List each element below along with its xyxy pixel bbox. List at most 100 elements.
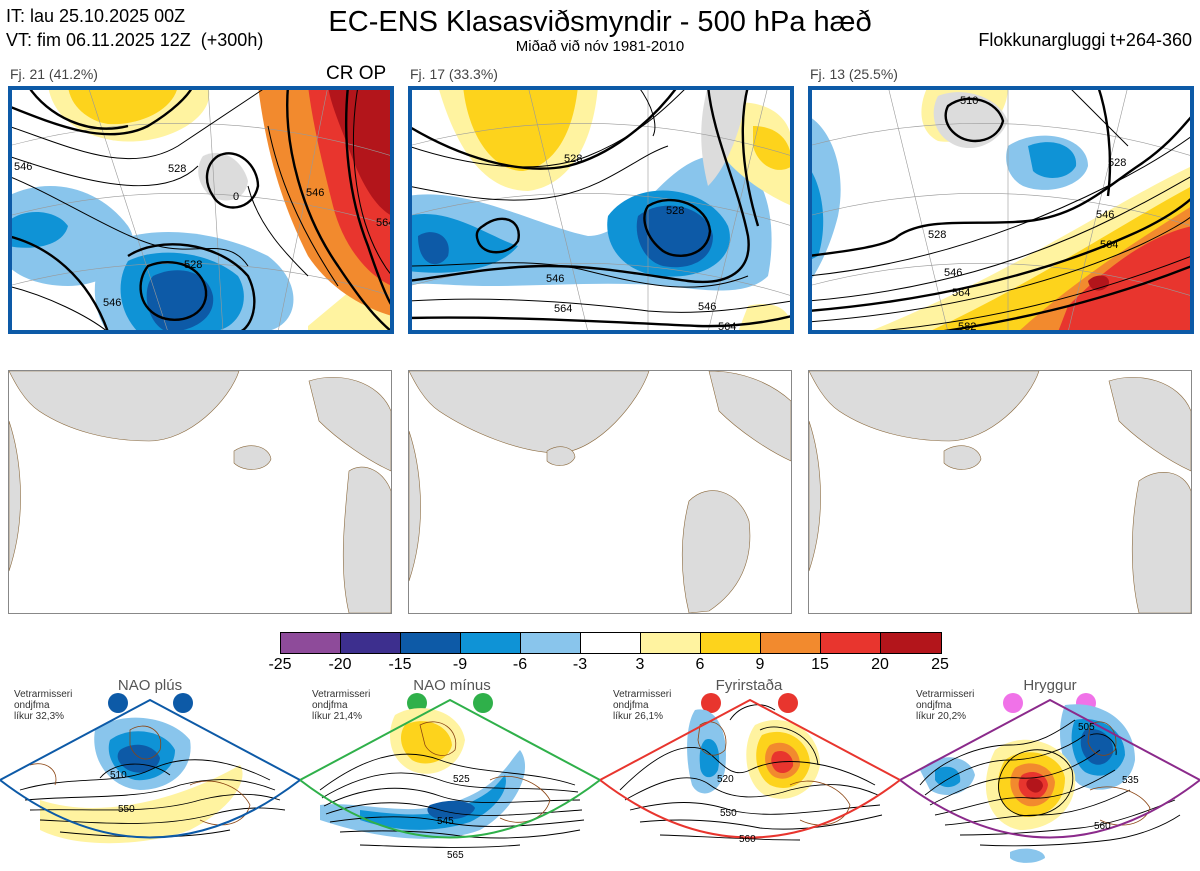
cluster-2-contour-label: 564 (718, 321, 736, 332)
regime-2-title: NAO mínus (413, 677, 491, 694)
cluster-2-label: Fj. 17 (33.3%) (410, 66, 498, 82)
colorbar-segment (520, 632, 582, 654)
regime-2-contour-label: 565 (447, 850, 464, 861)
regime-1-title: NAO plús (117, 677, 183, 694)
page-subtitle: Miðað við nóv 1981-2010 (515, 38, 685, 55)
regime-1-contour-label: 550 (118, 804, 135, 815)
regime-1-dot (108, 693, 128, 713)
colorbar-tick: -25 (268, 656, 292, 673)
regime-3-dot (701, 693, 721, 713)
colorbar-tick: 15 (811, 656, 829, 673)
cluster-2-contour-label: 546 (698, 301, 716, 313)
regime-4-note: Vetrarmisseri ondjfma líkur 20,2% (916, 689, 974, 722)
valid-time: VT: fim 06.11.2025 12Z (+300h) (6, 30, 264, 50)
cluster-3-label: Fj. 13 (25.5%) (810, 66, 898, 82)
colorbar-tick: -3 (572, 656, 588, 673)
cluster-1-contour-label: 564 (376, 217, 392, 229)
regime-2-note-line: líkur 21,4% (312, 711, 363, 722)
regime-3-contour-label: 560 (739, 834, 756, 845)
regime-3-title: Fyrirstaða (715, 677, 783, 694)
regime-3-note-line: líkur 26,1% (613, 711, 664, 722)
regime-1-note-line: líkur 32,3% (14, 711, 65, 722)
cluster-3-contour-label: 528 (928, 229, 946, 241)
cluster-3-contour-label: 546 (1096, 209, 1114, 221)
cluster-1-contour-label: 528 (184, 259, 202, 271)
cluster-1-tag: CR OP (326, 63, 387, 84)
cluster-2-contour-label: 528 (564, 153, 582, 165)
regime-3-note-line: ondjfma (613, 700, 649, 711)
regime-4-map: 505 535 560 (900, 693, 1200, 863)
header-times: IT: lau 25.10.2025 00Z VT: fim 06.11.202… (6, 4, 263, 52)
regime-1-note-line: ondjfma (14, 700, 50, 711)
regime-4-title: Hryggur (1023, 677, 1077, 694)
blank-map-1 (8, 370, 392, 614)
classification-window: Flokkunargluggi t+264-360 (978, 30, 1192, 50)
colorbar-segment (340, 632, 402, 654)
cluster-1-contour-label: 546 (306, 187, 324, 199)
colorbar-segment (640, 632, 702, 654)
regime-4-note-line: líkur 20,2% (916, 711, 967, 722)
page-title: EC-ENS Klasasviðsmyndir - 500 hPa hæð (328, 6, 872, 38)
regime-4-contour-label: 535 (1122, 775, 1139, 786)
regime-2-map: 525 545 565 (300, 693, 600, 861)
cluster-1-contour-label: 546 (14, 161, 32, 173)
blank-map-3 (808, 370, 1192, 614)
regime-1-map: 510 550 (0, 693, 300, 844)
cluster-2-frame (408, 86, 794, 334)
regime-2-dot (473, 693, 493, 713)
regime-4-note-line: Vetrarmisseri (916, 689, 975, 700)
colorbar-tick: -9 (452, 656, 468, 673)
cluster-1-contour-label: 528 (168, 163, 186, 175)
cluster-3-contour-label: 564 (1100, 239, 1118, 251)
regime-2-note-line: ondjfma (312, 700, 348, 711)
colorbar-segment (760, 632, 822, 654)
cluster-1-frame (8, 86, 394, 334)
regime-4-dot (1003, 693, 1023, 713)
cluster-3-frame (808, 86, 1194, 334)
regime-2-dot (407, 693, 427, 713)
cluster-3-contour-label: 546 (944, 267, 962, 279)
regime-3-contour-label: 550 (720, 808, 737, 819)
regime-2-contour-label: 545 (437, 816, 454, 827)
colorbar-segment (280, 632, 342, 654)
cluster-2-contour-label: 546 (546, 273, 564, 285)
cluster-1-map: 546 528 0 546 564 528 546 (8, 86, 392, 332)
regime-2-note-line: Vetrarmisseri (312, 689, 371, 700)
regime-3-contour-label: 520 (717, 774, 734, 785)
cluster-1-contour-label: 546 (103, 297, 121, 309)
cluster-3-contour-label: 528 (1108, 157, 1126, 169)
colorbar-tick: -15 (388, 656, 412, 673)
regime-1-note-line: Vetrarmisseri (14, 689, 73, 700)
regime-1-dot (173, 693, 193, 713)
colorbar-tick: 6 (695, 656, 705, 673)
regime-3-frame (600, 698, 900, 839)
cluster-1-contour-label: 0 (233, 191, 239, 203)
regime-2-frame (300, 698, 600, 839)
init-time: IT: lau 25.10.2025 00Z (6, 6, 186, 26)
cluster-1-label: Fj. 21 (41.2%) (10, 66, 98, 82)
regime-3-dot (778, 693, 798, 713)
colorbar-segment (460, 632, 522, 654)
colorbar-segment (880, 632, 942, 654)
regime-4-contour-label: 560 (1094, 821, 1111, 832)
regime-3-note-line: Vetrarmisseri (613, 689, 672, 700)
colorbar-tick: -6 (512, 656, 528, 673)
blank-map-2 (408, 370, 792, 614)
regime-2-note: Vetrarmisseri ondjfma líkur 21,4% (312, 689, 370, 722)
cluster-3-contour-label: 582 (958, 321, 976, 332)
colorbar-segment (580, 632, 642, 654)
regime-3-map: 520 550 560 (600, 693, 900, 845)
regime-1-frame (0, 698, 300, 839)
colorbar-tick: 25 (931, 656, 949, 673)
regime-4-contour-label: 505 (1078, 722, 1095, 733)
cluster-3-map: 510 528 546 564 528 546 564 582 (808, 86, 1192, 332)
colorbar-tick: 20 (871, 656, 889, 673)
colorbar-tick: 3 (635, 656, 645, 673)
regime-1-note: Vetrarmisseri ondjfma líkur 32,3% (14, 689, 72, 722)
regime-4-note-line: ondjfma (916, 700, 952, 711)
colorbar-segment (400, 632, 462, 654)
cluster-3-contour-label: 510 (960, 95, 978, 107)
cluster-2-contour-label: 528 (666, 205, 684, 217)
cluster-2-contour-label: 564 (554, 303, 572, 315)
regime-3-note: Vetrarmisseri ondjfma líkur 26,1% (613, 689, 671, 722)
